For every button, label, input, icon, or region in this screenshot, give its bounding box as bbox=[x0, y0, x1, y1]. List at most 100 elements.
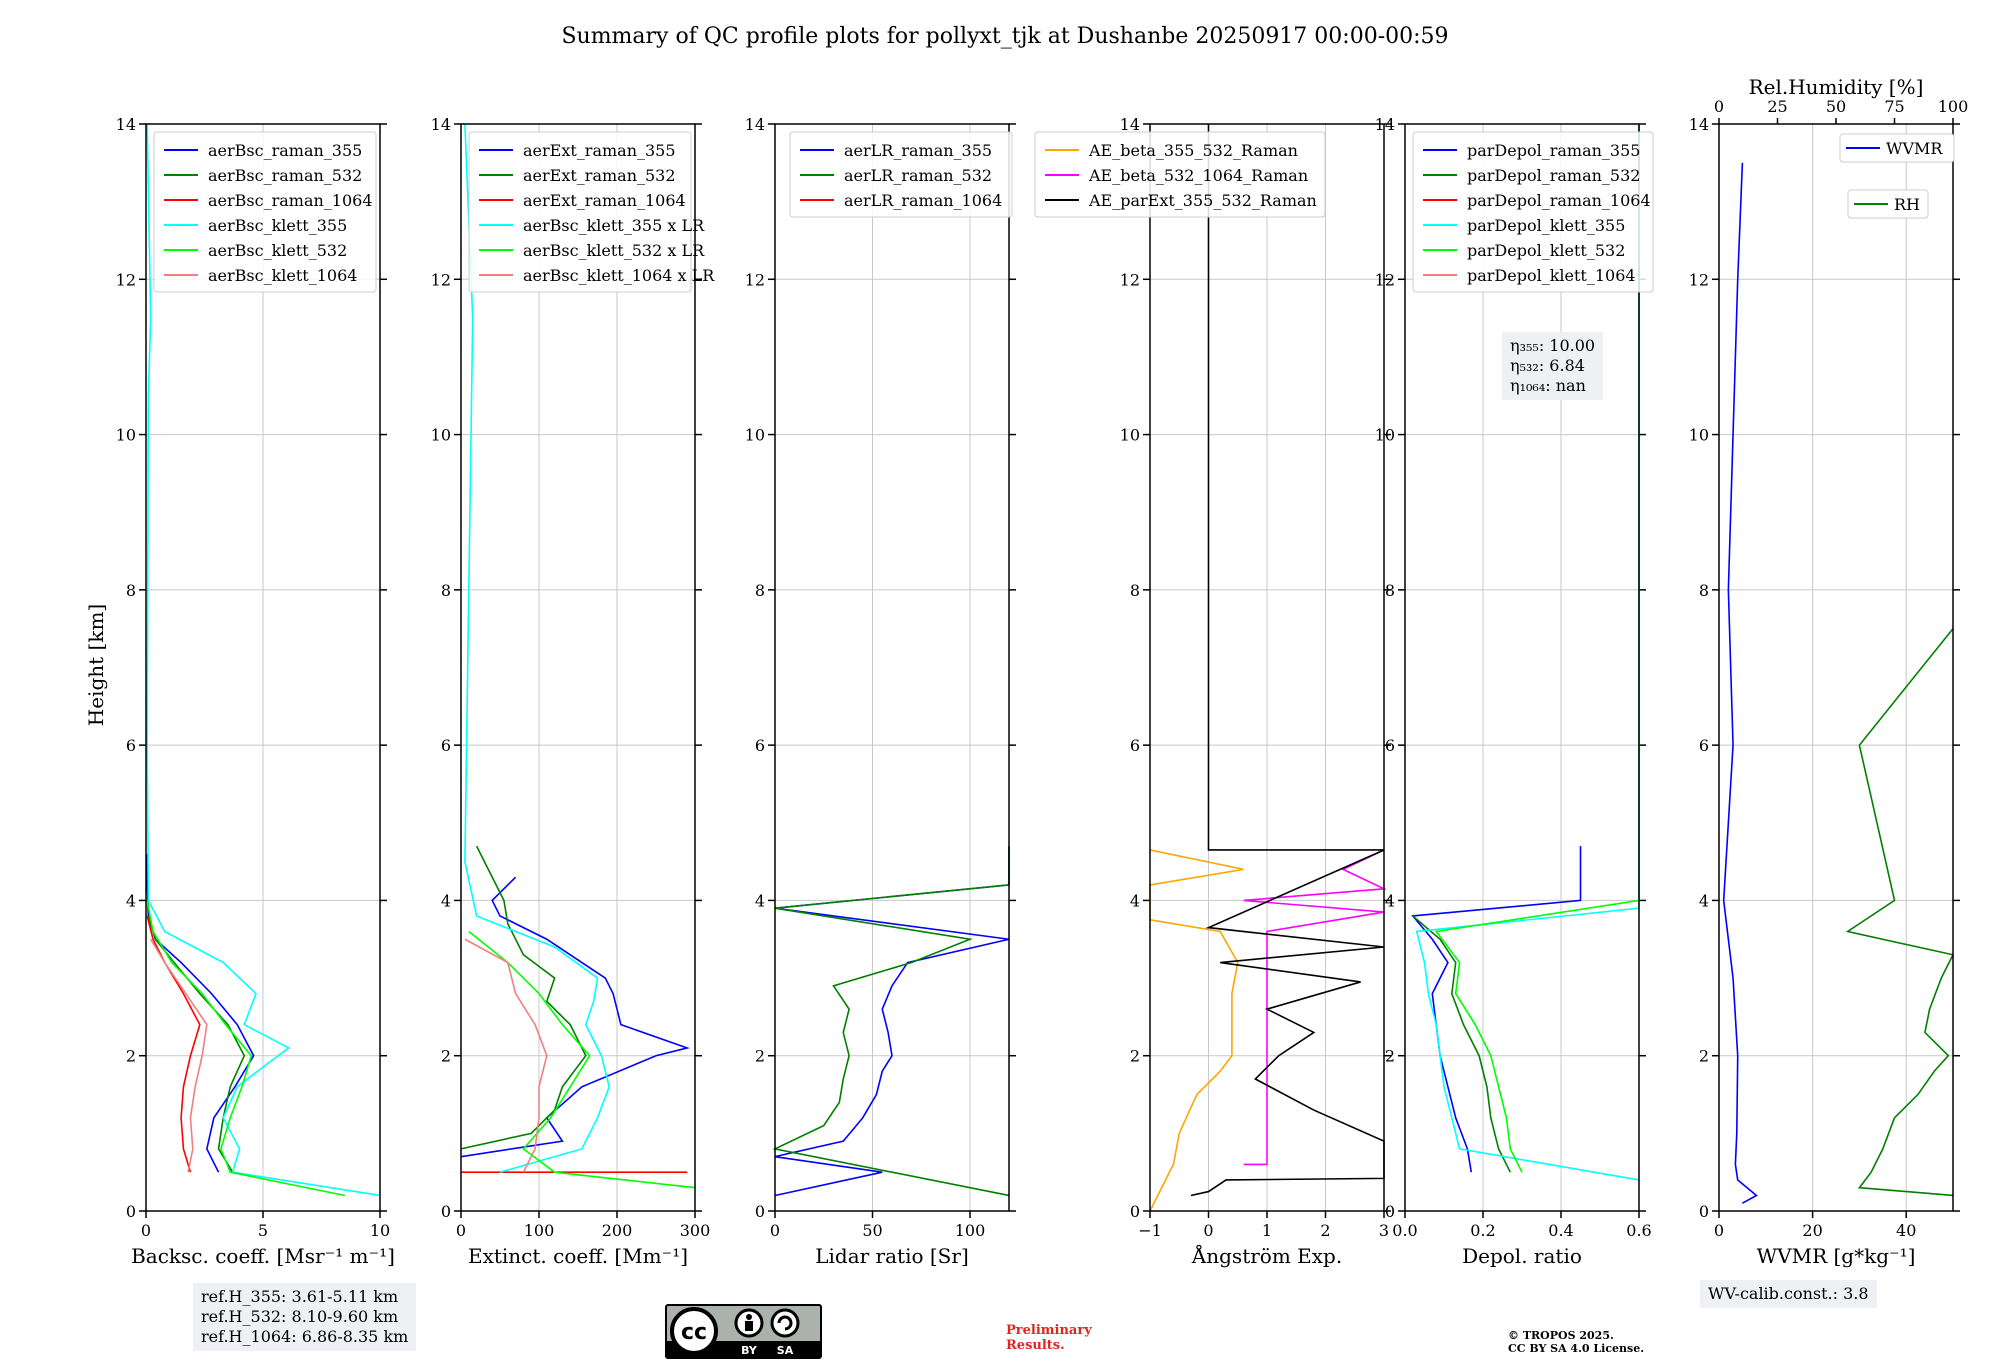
copyright-line2: CC BY SA 4.0 License. bbox=[1508, 1342, 1645, 1355]
legend-label: RH bbox=[1894, 195, 1920, 214]
x-tick-label: 40 bbox=[1896, 1221, 1916, 1240]
figure-title: Summary of QC profile plots for pollyxt_… bbox=[561, 24, 1448, 49]
y-tick-label: 8 bbox=[755, 581, 765, 600]
x-tick-label: 0.4 bbox=[1548, 1221, 1573, 1240]
series-line-AE_beta_355_532_Raman bbox=[1149, 849, 1244, 1212]
x-axis-label: Ångström Exp. bbox=[1191, 1243, 1342, 1268]
y-tick-label: 14 bbox=[431, 115, 451, 134]
series-line-AE_parExt_355_532_Raman bbox=[1190, 124, 1385, 1197]
axes-frame bbox=[460, 123, 696, 1212]
svg-text:cc: cc bbox=[681, 1320, 707, 1345]
legend-label: AE_beta_532_1064_Raman bbox=[1088, 166, 1308, 185]
series-line-parDepol_klett_532 bbox=[1434, 124, 1640, 1173]
eta-532: η₅₃₂: 6.84 bbox=[1510, 356, 1585, 375]
legend-label: aerBsc_klett_532 x LR bbox=[523, 241, 705, 260]
y-tick-label: 0 bbox=[126, 1202, 136, 1221]
legend-box bbox=[153, 131, 377, 293]
x-tick-label: 0 bbox=[456, 1221, 466, 1240]
y-tick-label: 2 bbox=[1699, 1047, 1709, 1066]
y-tick-label: 4 bbox=[1130, 891, 1140, 910]
copyright-line1: © TROPOS 2025. bbox=[1508, 1329, 1614, 1342]
legend-label: parDepol_klett_1064 bbox=[1467, 266, 1636, 285]
x-axis-label: WVMR [g*kg⁻¹] bbox=[1757, 1244, 1916, 1268]
top-tick-label: 50 bbox=[1826, 97, 1846, 116]
x-axis-label: Backsc. coeff. [Msr⁻¹ m⁻¹] bbox=[131, 1244, 395, 1268]
reference-heights-box: ref.H_355: 3.61-5.11 km ref.H_532: 8.10-… bbox=[193, 1283, 417, 1351]
top-axis-label: Rel.Humidity [%] bbox=[1749, 75, 1924, 99]
legend-label: aerExt_raman_355 bbox=[523, 141, 676, 160]
panel-wv: 0 20 40 0 2 4 6 8 10 12 14 WVMR [g*kg⁻¹] Rel.Humidit… bbox=[1689, 75, 1969, 1268]
y-tick-label: 10 bbox=[116, 426, 136, 445]
y-tick-label: 2 bbox=[1130, 1047, 1140, 1066]
x-tick-label: 0.2 bbox=[1470, 1221, 1495, 1240]
eta-1064: η₁₀₆₄: nan bbox=[1510, 376, 1586, 395]
legend-label: aerLR_raman_1064 bbox=[844, 191, 1002, 210]
x-tick-label: 100 bbox=[524, 1221, 555, 1240]
y-tick-label: 0 bbox=[1130, 1202, 1140, 1221]
y-tick-label: 8 bbox=[441, 581, 451, 600]
y-tick-label: 6 bbox=[126, 736, 136, 755]
y-tick-label: 2 bbox=[755, 1047, 765, 1066]
y-tick-label: 2 bbox=[126, 1047, 136, 1066]
preliminary-line1: Preliminary bbox=[1006, 1323, 1092, 1338]
ref-h-355: ref.H_355: 3.61-5.11 km bbox=[201, 1287, 399, 1306]
y-tick-label: 12 bbox=[116, 270, 136, 289]
series-line-WVMR bbox=[1722, 162, 1758, 1204]
axes-frame bbox=[1718, 123, 1954, 1212]
ref-h-1064: ref.H_1064: 6.86-8.35 km bbox=[201, 1327, 409, 1346]
y-tick-label: 0 bbox=[1385, 1202, 1395, 1221]
series-line-aerBsc_raman_1064 bbox=[146, 915, 201, 1173]
y-tick-label: 2 bbox=[1385, 1047, 1395, 1066]
legend-label: parDepol_raman_532 bbox=[1467, 166, 1640, 185]
legend-label: aerBsc_raman_532 bbox=[208, 166, 362, 185]
y-tick-label: 12 bbox=[1375, 270, 1395, 289]
series-line-AE_beta_532_1064_Raman bbox=[1243, 849, 1388, 1166]
wv-calibration-box: WV-calib.const.: 3.8 bbox=[1700, 1280, 1877, 1308]
series-line-aerBsc_klett_532 bbox=[146, 900, 346, 1197]
y-tick-label: 10 bbox=[745, 426, 765, 445]
y-tick-label: 4 bbox=[441, 891, 451, 910]
legend-label: aerBsc_raman_1064 bbox=[208, 191, 373, 210]
y-tick-label: 10 bbox=[431, 426, 451, 445]
legend-label: aerBsc_raman_355 bbox=[208, 141, 362, 160]
x-tick-label: −1 bbox=[1138, 1221, 1162, 1240]
x-tick-label: 0 bbox=[141, 1221, 151, 1240]
top-tick-label: 25 bbox=[1767, 97, 1787, 116]
top-tick-label: 100 bbox=[1938, 97, 1969, 116]
y-tick-label: 8 bbox=[126, 581, 136, 600]
x-tick-label: 0.0 bbox=[1392, 1221, 1417, 1240]
x-tick-label: 5 bbox=[258, 1221, 268, 1240]
sa-share-alike-icon bbox=[770, 1308, 800, 1338]
y-tick-label: 12 bbox=[431, 270, 451, 289]
y-tick-label: 8 bbox=[1130, 581, 1140, 600]
series-line-aerBsc_klett_532 x LR bbox=[468, 930, 696, 1189]
y-tick-label: 12 bbox=[1689, 270, 1709, 289]
panel-dep: 0.0 0.2 0.4 0.6 0 2 4 6 8 10 12 14 Depol. ratio parDe… bbox=[1375, 115, 1654, 1268]
legend-box bbox=[1034, 131, 1326, 218]
legend-label: aerBsc_klett_532 bbox=[208, 241, 347, 260]
x-tick-label: 0 bbox=[1203, 1221, 1213, 1240]
y-tick-label: 2 bbox=[441, 1047, 451, 1066]
y-tick-label: 6 bbox=[1385, 736, 1395, 755]
cc-license-badge: cc BY SA bbox=[665, 1304, 822, 1359]
y-tick-label: 6 bbox=[441, 736, 451, 755]
copyright-note: © TROPOS 2025. CC BY SA 4.0 License. bbox=[1508, 1329, 1644, 1355]
legend-label: parDepol_klett_532 bbox=[1467, 241, 1625, 260]
y-tick-label: 0 bbox=[441, 1202, 451, 1221]
preliminary-note: Preliminary Results. bbox=[1006, 1323, 1092, 1353]
cc-logo-icon bbox=[670, 1307, 718, 1355]
legend-label: parDepol_raman_1064 bbox=[1467, 191, 1651, 210]
wv-calib-text: WV-calib.const.: 3.8 bbox=[1708, 1284, 1869, 1303]
y-tick-label: 12 bbox=[1120, 270, 1140, 289]
y-tick-label: 0 bbox=[1699, 1202, 1709, 1221]
y-tick-label: 14 bbox=[1120, 115, 1140, 134]
y-tick-label: 12 bbox=[745, 270, 765, 289]
x-tick-label: 100 bbox=[955, 1221, 986, 1240]
series-line-parDepol_raman_355 bbox=[1411, 846, 1582, 1173]
series-line-aerLR_raman_355 bbox=[774, 846, 1010, 1197]
top-tick-label: 75 bbox=[1884, 97, 1904, 116]
series-line-aerExt_raman_532 bbox=[460, 845, 587, 1150]
axes-frame bbox=[774, 123, 1010, 1212]
